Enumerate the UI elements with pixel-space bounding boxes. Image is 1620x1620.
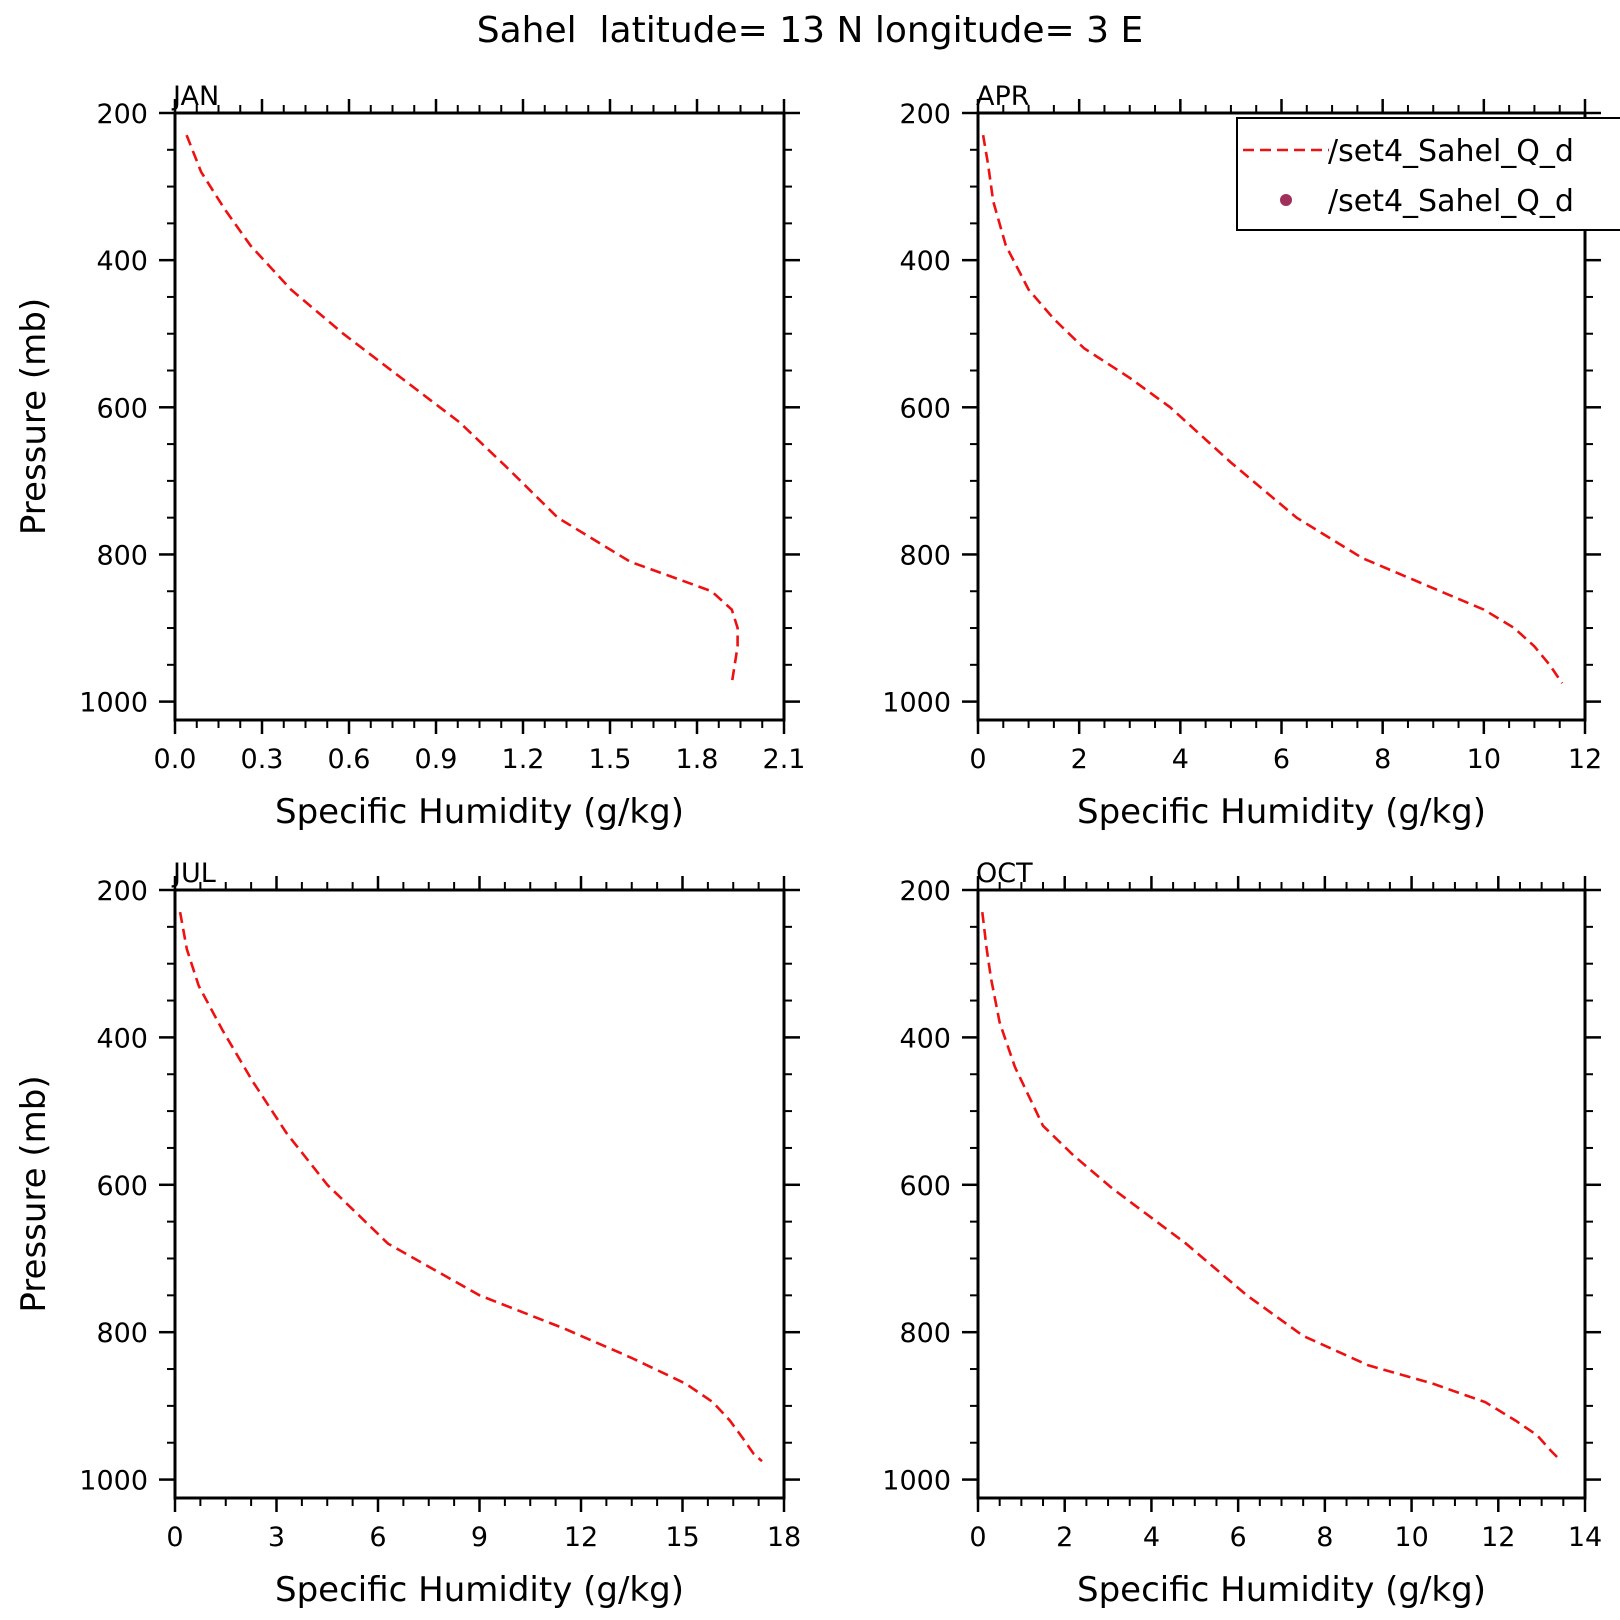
y-tick-label: 600 bbox=[96, 393, 148, 424]
panel-label: JUL bbox=[171, 858, 216, 889]
legend-marker-swatch bbox=[1280, 194, 1292, 206]
x-tick-label: 3 bbox=[268, 1522, 285, 1553]
panel-label: JAN bbox=[171, 81, 219, 112]
y-tick-label: 200 bbox=[899, 876, 951, 907]
x-tick-label: 1.8 bbox=[676, 744, 719, 775]
x-tick-label: 4 bbox=[1143, 1522, 1160, 1553]
y-tick-label: 800 bbox=[899, 540, 951, 571]
y-tick-label: 1000 bbox=[79, 688, 148, 719]
plot-frame bbox=[976, 888, 1587, 1500]
legend-entry-label: /set4_Sahel_Q_d bbox=[1328, 184, 1574, 219]
panel-label: OCT bbox=[976, 858, 1033, 889]
panel-jan: JAN 0.0 0.3 0.6 0.9 1.2 1.5 1.8 2.1 200 400 600 800 1… bbox=[14, 81, 805, 832]
y-tick-label: 800 bbox=[899, 1318, 951, 1349]
y-tick-label: 200 bbox=[96, 876, 148, 907]
x-tick-label: 10 bbox=[1467, 744, 1501, 775]
x-tick-label: 9 bbox=[471, 1522, 488, 1553]
x-axis-label: Specific Humidity (g/kg) bbox=[1077, 1570, 1486, 1610]
x-tick-label: 6 bbox=[1230, 1522, 1247, 1553]
x-tick-label: 12 bbox=[1481, 1522, 1515, 1553]
x-tick-label: 2.1 bbox=[763, 744, 806, 775]
x-tick-label: 6 bbox=[1273, 744, 1290, 775]
series-line bbox=[178, 911, 763, 1463]
x-tick-label: 2 bbox=[1056, 1522, 1073, 1553]
y-tick-label: 1000 bbox=[79, 1466, 148, 1497]
series-line bbox=[185, 134, 739, 684]
series-line bbox=[981, 134, 1564, 684]
x-tick-label: 0.0 bbox=[154, 744, 197, 775]
figure-title: Sahel latitude= 13 N longitude= 3 E bbox=[477, 10, 1143, 51]
panel-jul: JUL 0 3 6 9 12 15 18 200 400 600 800 1000 Specific Hu… bbox=[14, 858, 801, 1610]
legend-box bbox=[1236, 117, 1620, 231]
y-tick-label: 400 bbox=[96, 246, 148, 277]
x-tick-label: 15 bbox=[665, 1522, 699, 1553]
y-tick-label: 1000 bbox=[882, 688, 951, 719]
y-axis-label: Pressure (mb) bbox=[14, 298, 54, 535]
x-axis-label: Specific Humidity (g/kg) bbox=[1077, 792, 1486, 832]
x-tick-label: 0 bbox=[969, 744, 986, 775]
x-axis-label: Specific Humidity (g/kg) bbox=[275, 1570, 684, 1610]
legend: /set4_Sahel_Q_d/set4_Sahel_Q_d bbox=[1236, 117, 1620, 231]
x-tick-label: 6 bbox=[369, 1522, 386, 1553]
x-tick-label: 14 bbox=[1568, 1522, 1602, 1553]
y-tick-label: 200 bbox=[96, 99, 148, 130]
x-tick-label: 4 bbox=[1172, 744, 1189, 775]
x-tick-label: 0.9 bbox=[415, 744, 458, 775]
plot-frame bbox=[173, 111, 786, 722]
y-tick-label: 600 bbox=[899, 393, 951, 424]
x-tick-label: 10 bbox=[1394, 1522, 1428, 1553]
x-tick-label: 12 bbox=[564, 1522, 598, 1553]
x-tick-label: 2 bbox=[1071, 744, 1088, 775]
x-tick-label: 0.6 bbox=[328, 744, 371, 775]
x-tick-label: 0 bbox=[166, 1522, 183, 1553]
x-axis-label: Specific Humidity (g/kg) bbox=[275, 792, 684, 832]
y-tick-label: 400 bbox=[899, 246, 951, 277]
y-tick-label: 800 bbox=[96, 1318, 148, 1349]
x-tick-label: 1.2 bbox=[502, 744, 545, 775]
x-tick-label: 1.5 bbox=[589, 744, 632, 775]
x-tick-label: 0.3 bbox=[241, 744, 284, 775]
series-line bbox=[981, 911, 1563, 1463]
x-tick-label: 12 bbox=[1568, 744, 1602, 775]
x-tick-label: 0 bbox=[969, 1522, 986, 1553]
y-tick-label: 400 bbox=[899, 1023, 951, 1054]
y-tick-label: 600 bbox=[96, 1171, 148, 1202]
legend-entry-label: /set4_Sahel_Q_d bbox=[1328, 134, 1574, 169]
x-tick-label: 18 bbox=[767, 1522, 801, 1553]
x-tick-label: 8 bbox=[1316, 1522, 1333, 1553]
y-tick-label: 600 bbox=[899, 1171, 951, 1202]
panel-oct: OCT 0 2 4 6 8 10 12 14 200 400 600 800 1000 Specific H… bbox=[882, 858, 1602, 1610]
y-axis-label: Pressure (mb) bbox=[14, 1075, 54, 1312]
y-tick-label: 800 bbox=[96, 540, 148, 571]
y-tick-label: 200 bbox=[899, 99, 951, 130]
x-tick-label: 8 bbox=[1374, 744, 1391, 775]
plot-frame bbox=[173, 888, 786, 1500]
y-tick-label: 1000 bbox=[882, 1466, 951, 1497]
y-tick-label: 400 bbox=[96, 1023, 148, 1054]
